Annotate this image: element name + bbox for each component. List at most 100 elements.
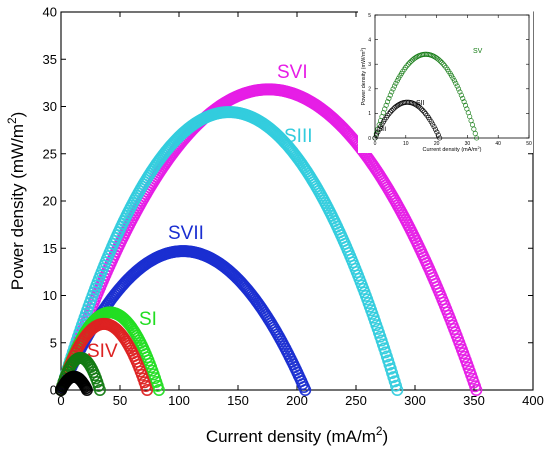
y-tick-label: 20 xyxy=(43,194,57,209)
x-tick-label: 150 xyxy=(227,393,249,408)
data-point xyxy=(80,383,93,396)
data-point xyxy=(458,92,464,98)
data-point xyxy=(391,383,404,396)
data-point xyxy=(404,63,410,69)
series-sv xyxy=(372,51,480,141)
data-point xyxy=(431,124,437,130)
x-tick-label: 300 xyxy=(404,393,426,408)
data-point xyxy=(387,92,393,98)
y-tick-label: 5 xyxy=(50,335,57,350)
data-point xyxy=(435,132,441,138)
series-label-siii: SIII xyxy=(284,126,313,147)
x-tick-label: 40 xyxy=(495,141,501,147)
y-axis-label: Power density (mW/m2) xyxy=(360,47,367,105)
data-point xyxy=(474,135,480,141)
x-tick-label: 200 xyxy=(286,393,308,408)
data-point xyxy=(412,55,418,61)
data-point xyxy=(430,121,436,127)
data-point xyxy=(472,130,478,137)
series-label-si: SI xyxy=(139,309,157,330)
data-point xyxy=(390,86,396,92)
data-point xyxy=(437,135,443,141)
y-tick-label: 4 xyxy=(368,37,371,43)
data-point xyxy=(437,58,443,64)
data-point xyxy=(299,383,312,396)
series-svii xyxy=(54,245,312,396)
data-point xyxy=(460,95,466,101)
y-tick-label: 30 xyxy=(43,99,57,114)
data-point xyxy=(394,103,401,109)
data-point xyxy=(141,383,154,396)
x-tick-label: 400 xyxy=(522,393,544,408)
y-tick-label: 35 xyxy=(43,52,57,67)
data-point xyxy=(389,89,395,95)
y-tick-label: 0 xyxy=(368,136,371,142)
x-tick-label: 30 xyxy=(465,141,471,147)
data-point xyxy=(436,57,442,63)
data-point xyxy=(407,60,413,66)
inset-plot: 0 10 20 30 40 50 0 1 2 3 4 5 Current density (mA/m2)… xyxy=(358,8,533,153)
data-point xyxy=(421,109,427,115)
y-tick-label: 40 xyxy=(43,5,57,20)
y-tick-label: 25 xyxy=(43,146,57,161)
data-point xyxy=(387,109,394,115)
y-tick-label: 1 xyxy=(368,111,371,117)
data-point xyxy=(386,111,392,117)
y-tick-label: 0 xyxy=(50,383,57,398)
data-point xyxy=(93,383,106,396)
x-tick-label: 10 xyxy=(403,141,409,147)
data-point xyxy=(417,105,423,111)
y-tick-label: 3 xyxy=(368,62,371,68)
x-tick-label: 100 xyxy=(168,393,190,408)
x-tick-label: 20 xyxy=(434,141,440,147)
series-label-siv: SIV xyxy=(87,341,118,362)
data-point xyxy=(372,135,378,141)
y-tick-label: 5 xyxy=(368,13,371,19)
data-point xyxy=(420,107,426,113)
series-sii xyxy=(372,99,443,141)
data-point xyxy=(152,383,165,396)
data-point xyxy=(440,61,446,67)
data-point xyxy=(451,78,457,84)
data-point xyxy=(471,126,477,132)
x-axis-label: Current density (mA/m2) xyxy=(206,424,388,446)
x-tick-label: 350 xyxy=(463,393,485,408)
data-point xyxy=(394,78,400,84)
series-unlabeled-6 xyxy=(54,370,93,396)
series-siii xyxy=(54,106,404,396)
inset-label-sii: SII xyxy=(416,100,425,107)
data-point xyxy=(470,383,483,396)
x-tick-label: 0 xyxy=(57,393,64,408)
data-point xyxy=(373,130,379,137)
inset-label-sii-low: SII xyxy=(379,127,387,133)
series-label-svii: SVII xyxy=(168,223,204,244)
data-point xyxy=(384,99,391,105)
data-point xyxy=(391,83,398,89)
data-point xyxy=(393,80,399,86)
data-point xyxy=(376,126,382,132)
x-tick-label: 50 xyxy=(113,393,127,408)
data-point xyxy=(439,60,445,66)
data-point xyxy=(386,95,392,101)
x-tick-label: 0 xyxy=(374,141,377,147)
x-tick-label: 250 xyxy=(345,393,367,408)
data-point xyxy=(373,132,379,138)
x-axis-label: Current density (mA/m2) xyxy=(423,146,482,153)
data-point xyxy=(454,83,460,89)
data-point xyxy=(455,86,462,92)
data-point xyxy=(378,124,384,130)
data-point xyxy=(389,107,395,113)
data-point xyxy=(457,89,463,95)
data-point xyxy=(434,129,440,135)
data-point xyxy=(383,102,389,108)
data-point xyxy=(432,126,439,132)
y-tick-label: 15 xyxy=(43,241,57,256)
inset-label-sv: SV xyxy=(473,48,483,55)
data-point xyxy=(450,75,456,81)
y-axis-label: Power density (mW/m2) xyxy=(5,112,27,291)
series-unlabeled-5 xyxy=(54,351,106,396)
data-point xyxy=(461,99,467,105)
series-label-svi: SVI xyxy=(277,62,308,83)
data-point xyxy=(375,129,381,135)
data-point xyxy=(405,61,411,67)
